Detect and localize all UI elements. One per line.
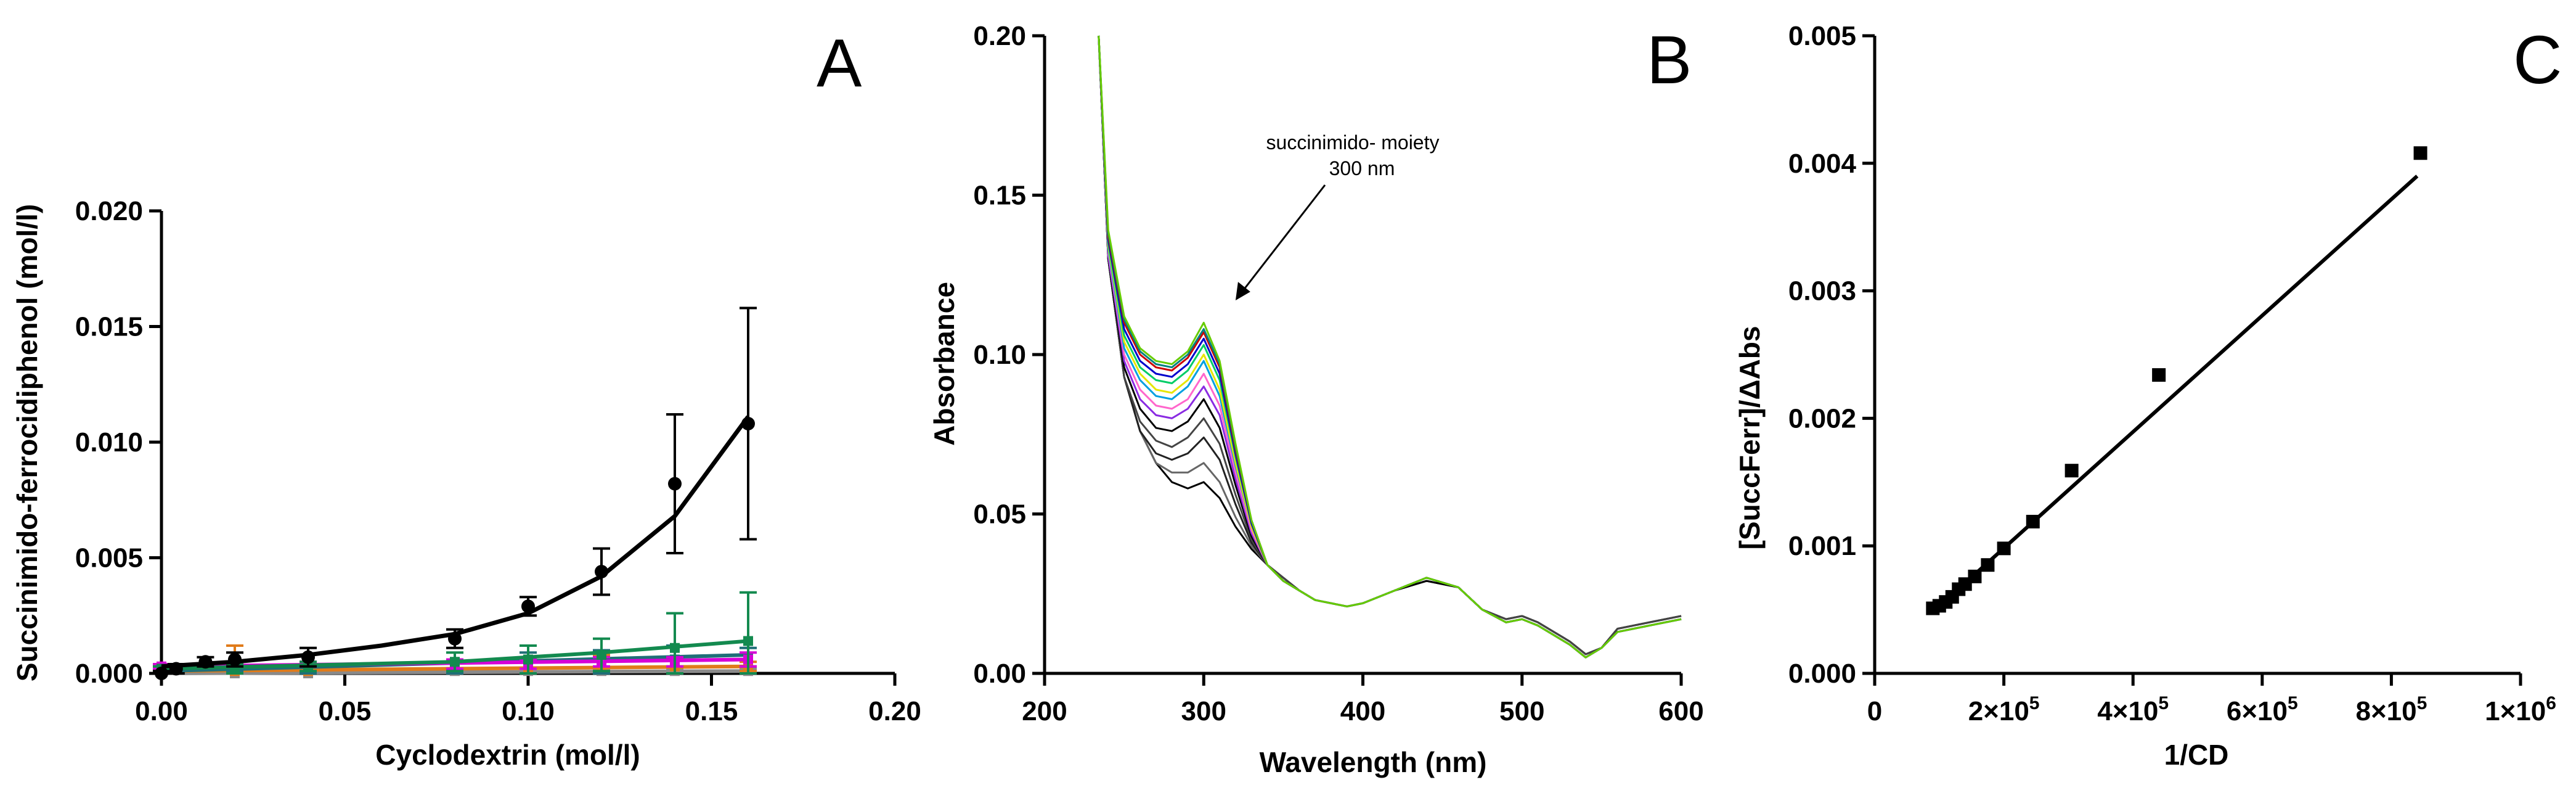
panel-a-x-tick-label: 0.15 — [685, 696, 738, 726]
panel-a-point-black — [741, 417, 755, 430]
panel-b: B 200 300 400 500 600 0.00 0.05 0.10 0.15 0.20 su… — [928, 21, 1704, 778]
panel-b-spectrum-s6 — [1098, 35, 1682, 659]
panel-c-point — [2413, 146, 2427, 160]
panel-a-point-green — [450, 657, 460, 667]
panel-b-axes — [1032, 34, 1683, 686]
panel-a-point-black — [595, 565, 608, 578]
panel-a-x-axis-label: Cyclodextrin (mol/l) — [375, 739, 640, 771]
panel-c-x-tick-label: 0 — [1867, 696, 1882, 726]
panel-b-x-tick-label: 400 — [1340, 696, 1385, 726]
panel-c-y-tick-label: 0.001 — [1788, 531, 1856, 561]
panel-b-y-tick-label: 0.00 — [973, 659, 1026, 689]
panel-b-y-axis-label: Absorbance — [928, 282, 960, 446]
panel-b-spectrum-s1 — [1098, 35, 1682, 655]
panel-b-spectrum-s4 — [1098, 35, 1682, 655]
panel-c-x-tick-label: 2×105 — [1968, 693, 2040, 726]
panel-b-x-axis-label: Wavelength (nm) — [1260, 746, 1487, 778]
panel-a-x-tick-label: 0.20 — [868, 696, 921, 726]
panel-b-spectrum-s7 — [1098, 35, 1682, 659]
panel-a-marks — [153, 306, 757, 680]
panel-b-spectrum-s5 — [1098, 35, 1682, 659]
panel-b-spectrum-s3 — [1098, 35, 1682, 655]
panel-c-x-tick-label: 8×105 — [2356, 693, 2427, 726]
panel-c-x-tick-label: 4×105 — [2097, 693, 2169, 726]
panel-b-y-tick-label: 0.10 — [973, 340, 1026, 370]
panel-a-point-black — [448, 631, 462, 646]
panel-c-y-tick-label: 0.004 — [1788, 149, 1857, 179]
panel-c-y-tick-label: 0.002 — [1788, 403, 1856, 433]
panel-c-letter: C — [2513, 22, 2562, 98]
panel-b-letter: B — [1647, 22, 1692, 98]
panel-c-x-tick-label: 1×106 — [2485, 693, 2556, 726]
panel-a-point-green — [597, 650, 606, 660]
panel-b-arrow-head — [1235, 282, 1250, 301]
panel-a-point-green — [670, 643, 680, 653]
panel-b-y-tick-label: 0.05 — [973, 499, 1026, 530]
panel-a-y-tick-label: 0.005 — [75, 543, 143, 573]
panel-b-annotation-line1: succinimido- moiety — [1266, 131, 1440, 154]
panel-a-point-black — [155, 667, 168, 680]
panel-c-x-tick-label: 6×105 — [2227, 693, 2298, 726]
panel-b-x-tick-label: 200 — [1022, 696, 1067, 726]
panel-c-marks — [1926, 146, 2427, 615]
panel-b-spectrum-s14 — [1098, 35, 1682, 659]
panel-b-spectrum-s2 — [1098, 35, 1682, 655]
panel-a-point-black — [198, 655, 213, 669]
panel-a-point-green — [743, 636, 753, 646]
panel-b-spectrum-s12 — [1098, 35, 1682, 659]
panel-b-x-tick-label: 500 — [1499, 696, 1544, 726]
panel-b-x-tick-label: 300 — [1181, 696, 1226, 726]
panel-c-point — [1997, 541, 2011, 556]
panel-b-spectrum-s9 — [1098, 35, 1682, 659]
panel-c-point — [2152, 368, 2166, 382]
panel-c-x-axis-label: 1/CD — [2164, 739, 2229, 771]
panel-b-arrow-shaft — [1238, 184, 1326, 297]
panel-b-spectrum-s13 — [1098, 35, 1682, 659]
panel-c-y-tick-label: 0.005 — [1788, 21, 1856, 51]
panel-b-y-tick-label: 0.15 — [973, 181, 1026, 211]
panel-b-marks — [1098, 35, 1682, 659]
panel-c-fit-line — [1931, 175, 2419, 614]
panel-a-y-tick-label: 0.000 — [75, 659, 143, 689]
panel-a-point-black — [668, 477, 682, 491]
panel-a-point-black — [301, 650, 315, 664]
panel-a: A 0.00 0.05 0.10 0.15 0.200.0000.0050.0100.0… — [11, 25, 921, 771]
panel-b-y-tick-label: 0.20 — [973, 21, 1026, 51]
panel-c: C 0 2×105 4×105 6×105 8×105 1×106 0.000 0.001 0.… — [1734, 21, 2562, 771]
panel-c-point — [2064, 464, 2079, 478]
panel-a-x-tick-label: 0.10 — [502, 696, 555, 726]
panel-b-annotation-arrow — [1235, 184, 1326, 301]
panel-a-tick-labels: 0.00 0.05 0.10 0.15 0.20 0.000 0.005 0.010 0.015… — [75, 196, 921, 726]
panel-a-x-tick-label: 0.05 — [319, 696, 372, 726]
panel-a-y-axis-label: Succinimido-ferrocidiphenol (mol/l) — [11, 204, 43, 681]
panel-c-point — [1981, 558, 1995, 572]
panel-a-y-tick-label: 0.010 — [75, 427, 143, 458]
panel-a-letter: A — [817, 25, 862, 101]
panel-c-y-tick-label: 0.003 — [1788, 276, 1856, 306]
panel-c-y-axis-label: [SuccFerr]/ΔAbs — [1734, 326, 1766, 550]
panel-a-point-black — [169, 662, 183, 676]
panel-a-y-tick-label: 0.020 — [75, 196, 143, 226]
panel-b-spectrum-s11 — [1098, 35, 1682, 659]
panel-a-point-green — [523, 654, 533, 665]
panel-b-x-tick-label: 600 — [1658, 696, 1703, 726]
panel-b-tick-labels: 200 300 400 500 600 0.00 0.05 0.10 0.15 0.20 — [973, 21, 1703, 726]
panel-c-y-tick-label: 0.000 — [1788, 659, 1856, 689]
panel-b-annotation-line2: 300 nm — [1329, 157, 1395, 179]
panel-c-point — [2026, 514, 2040, 528]
panel-b-spectrum-s8 — [1098, 35, 1682, 659]
panel-c-axes — [1862, 34, 2522, 686]
panel-b-spectrum-s10 — [1098, 35, 1682, 659]
panel-a-point-black — [521, 599, 535, 614]
panel-c-point — [1968, 569, 1982, 583]
panel-c-tick-labels: 0 2×105 4×105 6×105 8×105 1×106 0.000 0.001 0.00… — [1788, 21, 2556, 726]
panel-a-y-tick-label: 0.015 — [75, 312, 143, 342]
panel-a-x-tick-label: 0.00 — [135, 696, 188, 726]
panel-a-point-black — [228, 652, 242, 667]
